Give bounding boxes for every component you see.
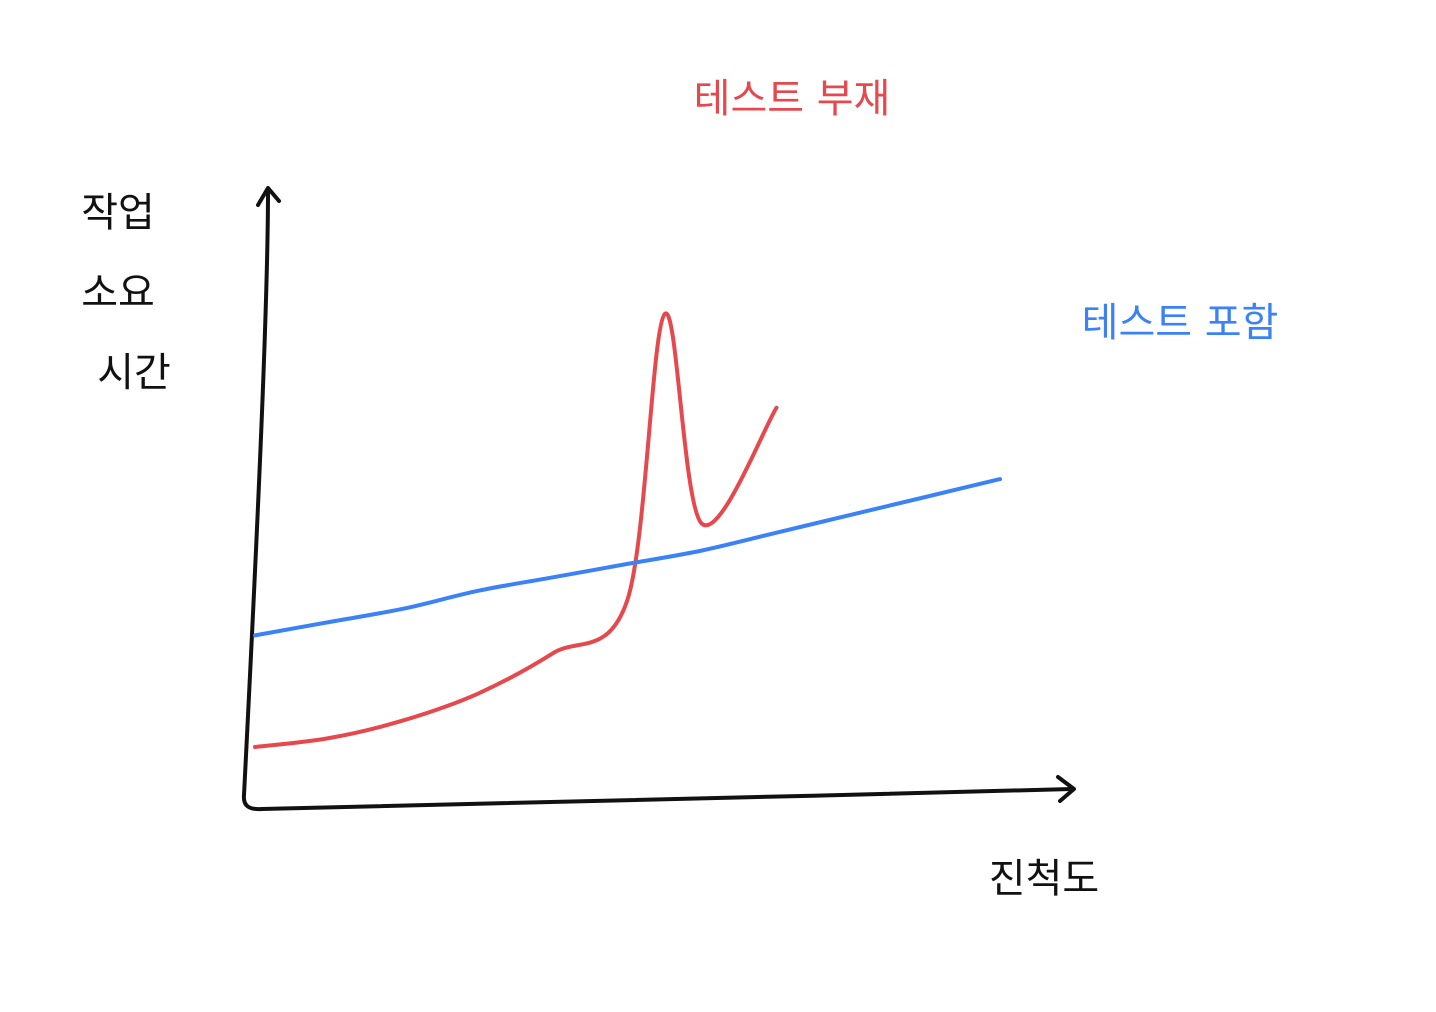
y-axis-label-line-3: 시간: [97, 350, 171, 396]
y-axis-arrowhead: [256, 186, 281, 207]
series-label-no-test: 테스트 부재: [694, 76, 891, 122]
y-axis-line: [241, 188, 1074, 812]
x-axis-arrowhead: [1056, 775, 1076, 803]
series-label-with-test: 테스트 포함: [1082, 300, 1279, 346]
series-line-1: [253, 477, 1002, 638]
x-axis-label: 진척도: [989, 856, 1099, 902]
y-axis-label-line-1: 작업: [81, 190, 155, 236]
series-layer: [253, 311, 1002, 749]
y-axis-label-line-2: 소요: [81, 270, 155, 316]
series-line-0: [253, 311, 779, 749]
